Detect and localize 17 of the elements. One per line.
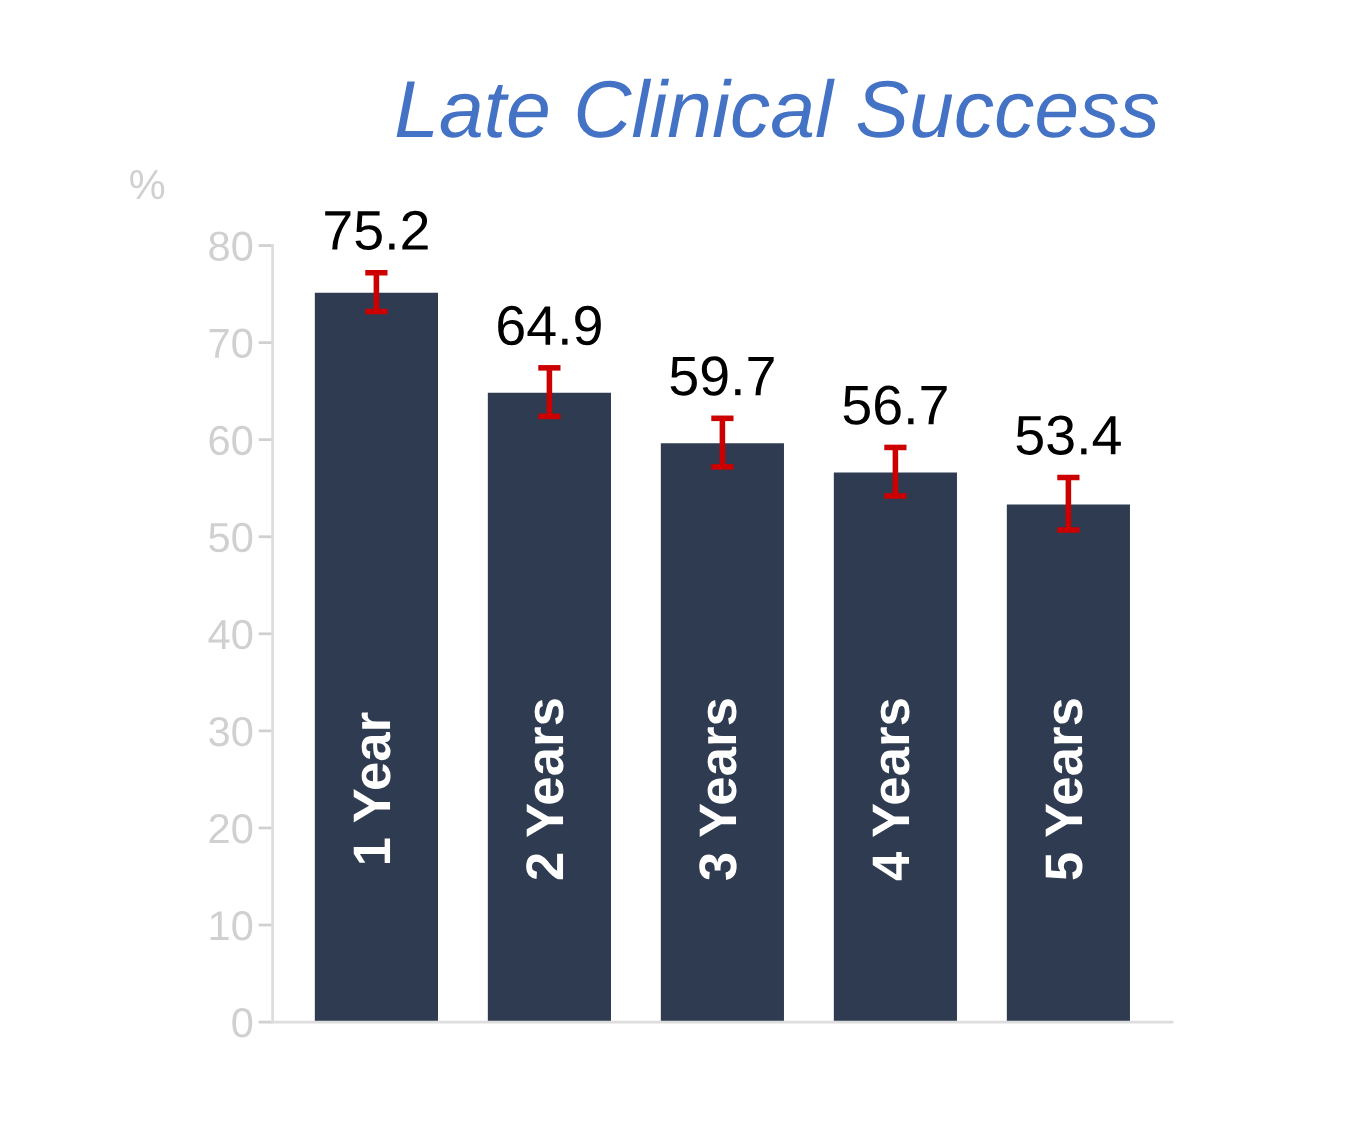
- data-label: 53.4: [1016, 415, 1121, 455]
- data-label: 56.7: [843, 385, 947, 425]
- data-label: 64.9: [498, 305, 601, 346]
- x-tick-label: 5 Years: [1045, 699, 1083, 880]
- x-tick-label: 2 Years: [526, 699, 564, 880]
- bar: [486, 391, 613, 1023]
- data-label: 59.7: [670, 356, 774, 396]
- y-axis-title: %: [130, 170, 165, 200]
- data-label: 75.2: [325, 210, 428, 251]
- x-tick-label: 1 Year: [353, 712, 391, 864]
- x-tick-label: 4 Years: [872, 699, 910, 881]
- bar: [1005, 503, 1132, 1023]
- chart-title: Late Clinical Success: [396, 78, 1159, 138]
- bar: [313, 291, 440, 1023]
- x-tick-label: 3 Years: [699, 699, 737, 880]
- bar: [659, 441, 786, 1023]
- bar: [832, 471, 959, 1023]
